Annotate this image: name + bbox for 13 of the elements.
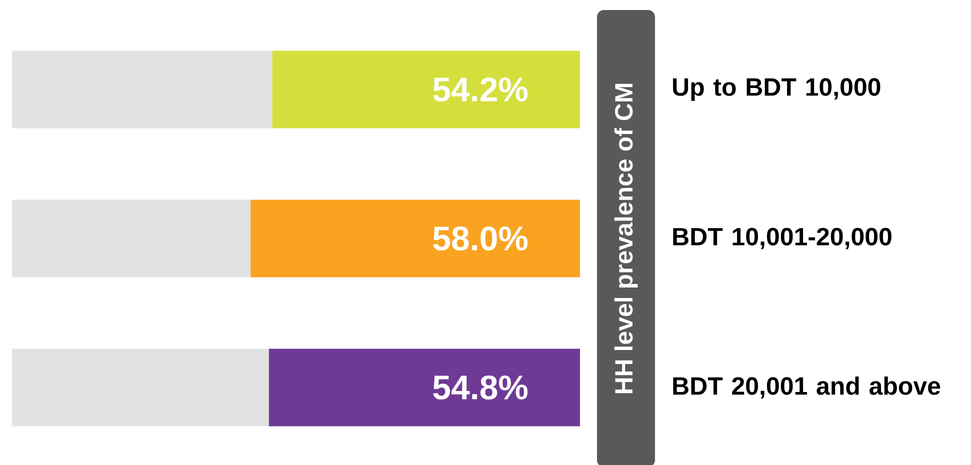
y-tick-label: BDT 10,001-20,000 <box>673 228 892 250</box>
bar <box>12 200 251 278</box>
data-label: 54.8% <box>433 375 528 400</box>
bar <box>12 50 272 128</box>
bar <box>272 50 580 128</box>
data-label: 54.2% <box>433 77 528 102</box>
data-label: 58.0% <box>433 226 528 251</box>
y-tick-label: BDT 20,001 and above <box>673 376 940 398</box>
bar <box>12 348 269 426</box>
bar <box>250 200 580 278</box>
bar <box>268 348 580 426</box>
y-tick-label: Up to BDT 10,000 <box>673 78 880 101</box>
y-axis-title: HH level prevalence of CM <box>614 84 638 394</box>
